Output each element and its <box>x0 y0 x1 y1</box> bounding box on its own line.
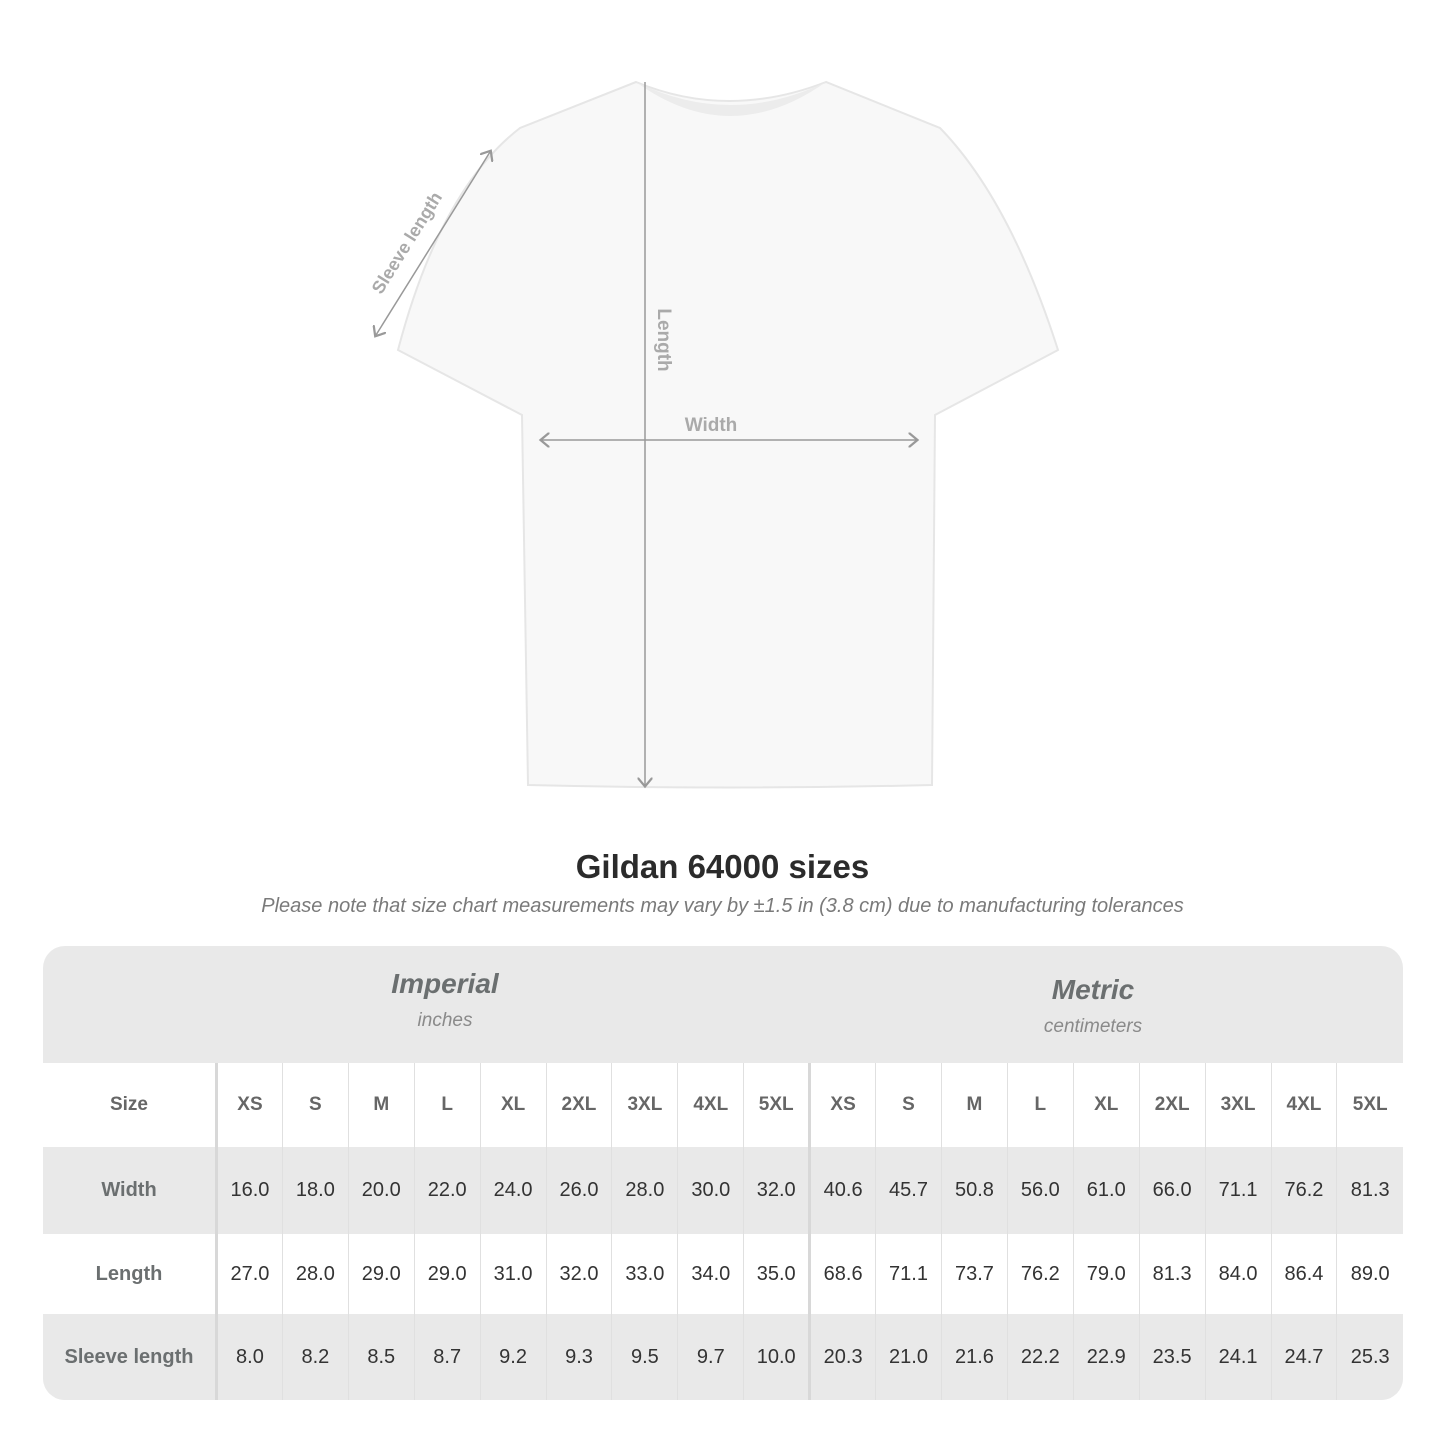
size-header-row: Size XS S M L XL 2XL 3XL 4XL 5XL XS S M L XL 2XL 3XL 4XL 5… <box>43 1063 1403 1147</box>
imperial-value: 22.0 <box>413 1147 481 1234</box>
imperial-value: 16.0 <box>216 1147 283 1234</box>
imperial-value: 26.0 <box>545 1147 612 1234</box>
imperial-value: 34.0 <box>677 1234 744 1314</box>
metric-title: Metric <box>1051 974 1135 1005</box>
metric-size-5xl: 5XL <box>1336 1063 1403 1147</box>
imperial-value: 27.0 <box>216 1234 283 1314</box>
imperial-value: 29.0 <box>413 1234 481 1314</box>
imperial-size-2xl: 2XL <box>545 1063 612 1147</box>
imperial-size-m: M <box>347 1063 415 1147</box>
imperial-value: 9.2 <box>479 1314 547 1400</box>
length-label: Length <box>653 308 674 371</box>
metric-value: 61.0 <box>1072 1147 1140 1234</box>
metric-value: 89.0 <box>1336 1234 1403 1314</box>
row-label: Length <box>43 1234 218 1314</box>
table-row-width: Width 16.0 18.0 20.0 22.0 24.0 26.0 28.0 30.0 32.… <box>43 1147 1403 1234</box>
size-label: Size <box>43 1063 218 1147</box>
tshirt-diagram: Sleeve length Length Width <box>368 80 1060 789</box>
imperial-title: Imperial <box>391 968 499 999</box>
metric-value: 21.6 <box>940 1314 1008 1400</box>
metric-value: 84.0 <box>1204 1234 1271 1314</box>
metric-size-s: S <box>875 1063 942 1147</box>
imperial-size-xs: XS <box>216 1063 283 1147</box>
imperial-value: 28.0 <box>611 1147 678 1234</box>
metric-value: 66.0 <box>1138 1147 1206 1234</box>
width-label: Width <box>685 415 738 436</box>
metric-value: 71.1 <box>1204 1147 1271 1234</box>
size-chart: Imperial inches Metric centimeters Size X… <box>43 946 1403 1400</box>
table-row-sleeve-length: Sleeve length 8.0 8.2 8.5 8.7 9.2 9.3 9.5 9.7 10.… <box>43 1314 1403 1400</box>
metric-value: 25.3 <box>1336 1314 1403 1400</box>
imperial-value: 18.0 <box>281 1147 349 1234</box>
imperial-value: 9.7 <box>677 1314 744 1400</box>
collar <box>636 82 826 116</box>
imperial-unit: inches <box>417 1010 473 1031</box>
metric-size-xl: XL <box>1072 1063 1140 1147</box>
metric-value: 22.9 <box>1072 1314 1140 1400</box>
sleeve-measure-line <box>376 152 490 335</box>
metric-value: 45.7 <box>875 1147 942 1234</box>
metric-unit: centimeters <box>1043 1016 1143 1037</box>
imperial-value: 8.7 <box>413 1314 481 1400</box>
imperial-size-4xl: 4XL <box>677 1063 744 1147</box>
metric-size-xs: XS <box>808 1063 876 1147</box>
metric-size-l: L <box>1006 1063 1074 1147</box>
imperial-value: 33.0 <box>611 1234 678 1314</box>
metric-size-4xl: 4XL <box>1270 1063 1337 1147</box>
table-row-length: Length 27.0 28.0 29.0 29.0 31.0 32.0 33.0 34.0 35… <box>43 1234 1403 1314</box>
metric-value: 24.1 <box>1204 1314 1271 1400</box>
imperial-value: 28.0 <box>281 1234 349 1314</box>
metric-value: 76.2 <box>1006 1234 1074 1314</box>
metric-size-m: M <box>940 1063 1008 1147</box>
metric-value: 71.1 <box>875 1234 942 1314</box>
metric-value: 86.4 <box>1270 1234 1337 1314</box>
imperial-value: 8.5 <box>347 1314 415 1400</box>
imperial-value: 9.3 <box>545 1314 612 1400</box>
imperial-size-5xl: 5XL <box>743 1063 810 1147</box>
imperial-value: 24.0 <box>479 1147 547 1234</box>
imperial-size-l: L <box>413 1063 481 1147</box>
imperial-value: 31.0 <box>479 1234 547 1314</box>
metric-value: 68.6 <box>808 1234 876 1314</box>
metric-value: 56.0 <box>1006 1147 1074 1234</box>
imperial-value: 9.5 <box>611 1314 678 1400</box>
imperial-value: 32.0 <box>743 1147 810 1234</box>
metric-value: 50.8 <box>940 1147 1008 1234</box>
metric-value: 21.0 <box>875 1314 942 1400</box>
size-table: Size XS S M L XL 2XL 3XL 4XL 5XL XS S M L XL 2XL 3XL 4XL 5… <box>43 1063 1403 1400</box>
metric-size-2xl: 2XL <box>1138 1063 1206 1147</box>
row-label: Sleeve length <box>43 1314 218 1400</box>
imperial-value: 8.2 <box>281 1314 349 1400</box>
metric-value: 81.3 <box>1138 1234 1206 1314</box>
metric-value: 20.3 <box>808 1314 876 1400</box>
metric-value: 23.5 <box>1138 1314 1206 1400</box>
imperial-size-s: S <box>281 1063 349 1147</box>
imperial-size-xl: XL <box>479 1063 547 1147</box>
metric-value: 22.2 <box>1006 1314 1074 1400</box>
metric-value: 79.0 <box>1072 1234 1140 1314</box>
imperial-value: 30.0 <box>677 1147 744 1234</box>
imperial-value: 10.0 <box>743 1314 810 1400</box>
metric-header: Metric centimeters <box>893 974 1293 1038</box>
imperial-value: 35.0 <box>743 1234 810 1314</box>
imperial-value: 20.0 <box>347 1147 415 1234</box>
imperial-size-3xl: 3XL <box>611 1063 678 1147</box>
row-label: Width <box>43 1147 218 1234</box>
metric-value: 40.6 <box>808 1147 876 1234</box>
metric-value: 76.2 <box>1270 1147 1337 1234</box>
tolerance-note: Please note that size chart measurements… <box>261 895 1184 917</box>
page-title: Gildan 64000 sizes <box>575 848 870 885</box>
metric-size-3xl: 3XL <box>1204 1063 1271 1147</box>
metric-value: 73.7 <box>940 1234 1008 1314</box>
imperial-value: 8.0 <box>216 1314 283 1400</box>
metric-value: 24.7 <box>1270 1314 1337 1400</box>
imperial-value: 29.0 <box>347 1234 415 1314</box>
metric-value: 81.3 <box>1336 1147 1403 1234</box>
imperial-header: Imperial inches <box>245 968 645 1032</box>
imperial-value: 32.0 <box>545 1234 612 1314</box>
